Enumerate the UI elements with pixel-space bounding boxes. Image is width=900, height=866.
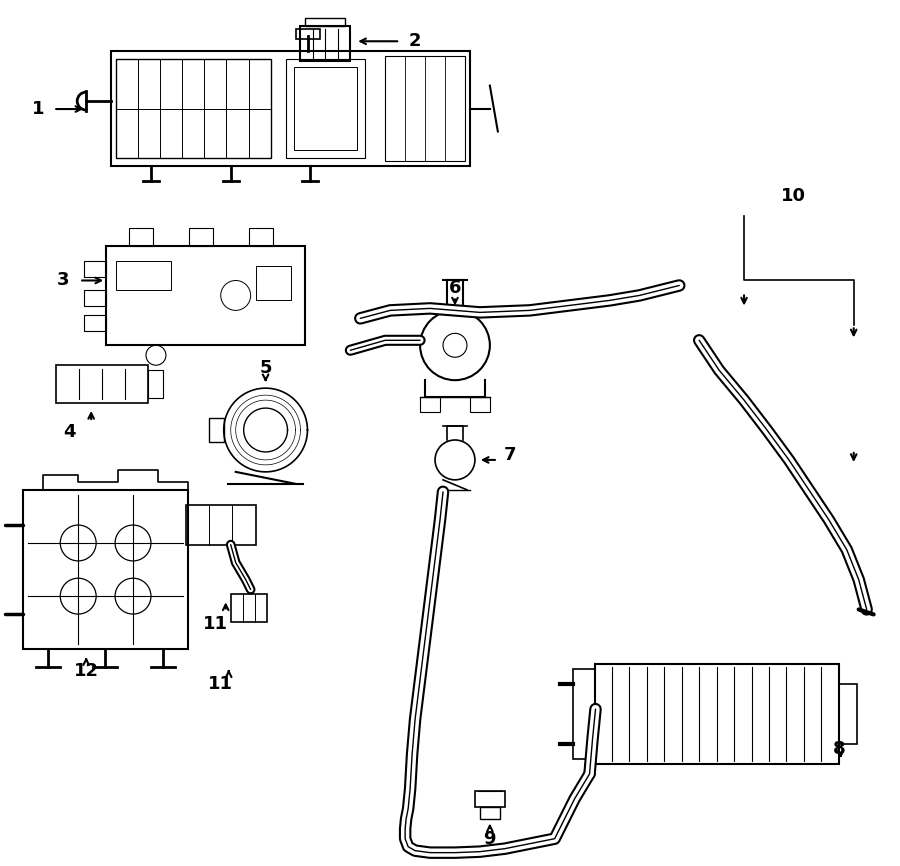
Bar: [572, 669, 595, 759]
Text: 2: 2: [409, 32, 421, 50]
Text: 10: 10: [781, 187, 806, 204]
Bar: [301, 26, 350, 61]
Bar: [839, 684, 857, 744]
Bar: [475, 791, 505, 807]
Text: 12: 12: [74, 662, 99, 680]
Bar: [116, 59, 271, 158]
Bar: [148, 370, 163, 398]
Bar: [57, 365, 148, 403]
Text: 9: 9: [483, 830, 496, 848]
Bar: [256, 266, 291, 301]
Bar: [209, 418, 224, 442]
Text: 8: 8: [832, 740, 845, 758]
Bar: [305, 18, 346, 26]
Text: 11: 11: [203, 616, 229, 633]
Text: 1: 1: [32, 100, 45, 118]
Bar: [470, 397, 490, 412]
Text: 5: 5: [259, 359, 272, 378]
Bar: [111, 51, 470, 166]
Bar: [106, 246, 305, 346]
Bar: [85, 315, 106, 332]
Bar: [480, 807, 500, 818]
Bar: [23, 490, 188, 650]
Bar: [285, 59, 365, 158]
Bar: [129, 228, 153, 246]
Text: 4: 4: [63, 423, 76, 441]
Bar: [595, 664, 839, 764]
Bar: [85, 261, 106, 276]
Text: 7: 7: [504, 446, 516, 464]
Bar: [293, 68, 357, 150]
Bar: [186, 505, 256, 545]
Bar: [248, 228, 273, 246]
Bar: [85, 290, 106, 307]
Bar: [296, 29, 320, 39]
Bar: [230, 594, 266, 623]
Bar: [189, 228, 212, 246]
Bar: [420, 397, 440, 412]
Text: 11: 11: [208, 675, 233, 693]
Text: 6: 6: [449, 280, 461, 297]
Bar: [116, 261, 171, 290]
Bar: [385, 56, 465, 161]
Text: 3: 3: [57, 271, 69, 289]
